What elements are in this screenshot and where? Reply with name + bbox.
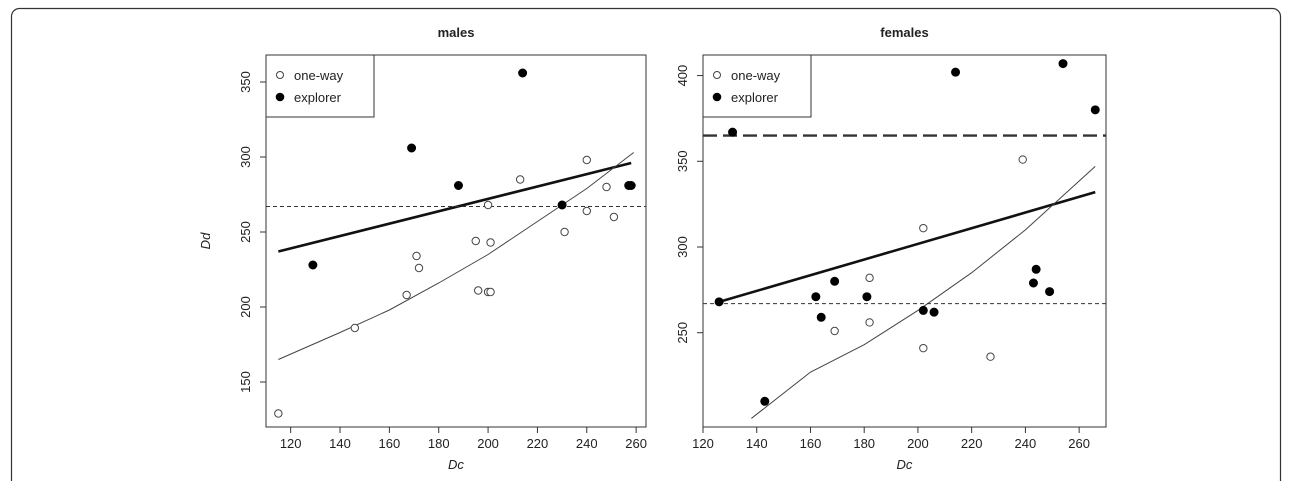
one-way-point xyxy=(919,343,928,353)
explorer-point xyxy=(1045,287,1055,297)
explorer-point xyxy=(308,260,318,270)
explorer-point xyxy=(760,396,770,406)
legend-label: one-way xyxy=(731,68,781,83)
one-way-point xyxy=(402,290,411,300)
one-way-point xyxy=(483,200,493,210)
legend-label: explorer xyxy=(294,90,342,105)
explorer-point xyxy=(918,305,928,315)
legend-marker xyxy=(275,92,285,102)
plot-frame xyxy=(265,54,647,428)
one-way-point xyxy=(515,175,525,184)
x-tick-label: 220 xyxy=(527,436,549,451)
y-tick-label: 300 xyxy=(675,236,690,258)
one-way-point xyxy=(1018,155,1027,164)
one-way-point xyxy=(350,323,360,333)
x-tick-label: 180 xyxy=(853,436,875,451)
explorer-point xyxy=(1031,264,1041,274)
explorer-point xyxy=(1058,59,1068,69)
explorer-point xyxy=(453,181,463,190)
y-tick-label: 200 xyxy=(238,296,253,318)
one-way-point xyxy=(582,206,591,216)
explorer-point xyxy=(811,292,821,302)
males-panel: males 120 140 160 180 200 220 240 260 150 200 250 30… xyxy=(198,25,647,472)
one-way-point xyxy=(830,326,839,336)
x-tick-label: 160 xyxy=(379,436,401,451)
x-tick-label: 120 xyxy=(692,436,714,451)
one-way-point xyxy=(560,227,569,237)
legend-box xyxy=(265,54,375,118)
fit-line xyxy=(278,161,632,253)
chart-title: females xyxy=(880,25,928,40)
one-way-point xyxy=(486,287,495,297)
explorer-point xyxy=(518,68,528,78)
x-tick-label: 180 xyxy=(428,436,450,451)
one-way-point xyxy=(865,318,874,327)
one-way-point xyxy=(582,155,591,165)
one-way-point xyxy=(414,263,424,273)
one-way-point xyxy=(986,352,995,361)
x-tick-label: 120 xyxy=(280,436,302,451)
legend-marker xyxy=(713,71,721,79)
explorer-point xyxy=(407,143,417,153)
x-tick-label: 260 xyxy=(625,436,647,451)
one-way-point xyxy=(412,251,421,261)
one-way-point xyxy=(602,182,611,192)
explorer-point xyxy=(557,200,567,210)
x-tick-label: 240 xyxy=(576,436,598,451)
x-tick-label: 240 xyxy=(1015,436,1037,451)
one-way-point xyxy=(486,238,495,247)
explorer-point xyxy=(728,127,738,137)
legend-marker xyxy=(276,71,284,79)
fit-curve xyxy=(278,152,634,360)
one-way-point xyxy=(474,286,483,295)
y-tick-label: 350 xyxy=(238,71,253,93)
x-tick-label: 140 xyxy=(329,436,351,451)
y-tick-label: 400 xyxy=(675,65,690,87)
explorer-point xyxy=(714,297,724,307)
explorer-point xyxy=(951,67,961,77)
explorer-point xyxy=(929,307,939,317)
y-tick-label: 300 xyxy=(238,146,253,168)
y-axis-label: Dd xyxy=(198,232,213,249)
x-tick-label: 260 xyxy=(1068,436,1090,451)
x-tick-label: 140 xyxy=(746,436,768,451)
one-way-point xyxy=(274,409,283,418)
y-tick-label: 250 xyxy=(675,322,690,344)
x-tick-label: 200 xyxy=(907,436,929,451)
y-tick-label: 350 xyxy=(675,150,690,172)
y-tick-label: 150 xyxy=(238,371,253,393)
explorer-point xyxy=(626,181,636,190)
legend-label: explorer xyxy=(731,90,779,105)
fit-curve xyxy=(751,166,1096,419)
x-tick-label: 160 xyxy=(800,436,822,451)
figure-border xyxy=(10,7,1282,481)
explorer-point xyxy=(1028,278,1038,288)
explorer-point xyxy=(1090,105,1100,115)
x-axis-label: Dc xyxy=(897,457,913,472)
legend-box xyxy=(702,54,812,118)
x-tick-label: 220 xyxy=(961,436,983,451)
explorer-point xyxy=(816,312,826,322)
plot-frame xyxy=(702,54,1107,428)
one-way-point xyxy=(919,223,928,233)
one-way-point xyxy=(865,273,874,283)
chart-title: males xyxy=(438,25,475,40)
fit-line xyxy=(718,190,1096,304)
explorer-point xyxy=(830,276,840,286)
x-tick-label: 200 xyxy=(477,436,499,451)
one-way-point xyxy=(471,236,480,246)
x-axis-label: Dc xyxy=(448,457,464,472)
explorer-point xyxy=(862,292,872,302)
y-tick-label: 250 xyxy=(238,221,253,243)
females-panel: females 120 140 160 180 200 220 240 260 250 300 350… xyxy=(675,25,1107,472)
one-way-point xyxy=(609,212,619,222)
legend-marker xyxy=(712,92,722,102)
legend-label: one-way xyxy=(294,68,344,83)
